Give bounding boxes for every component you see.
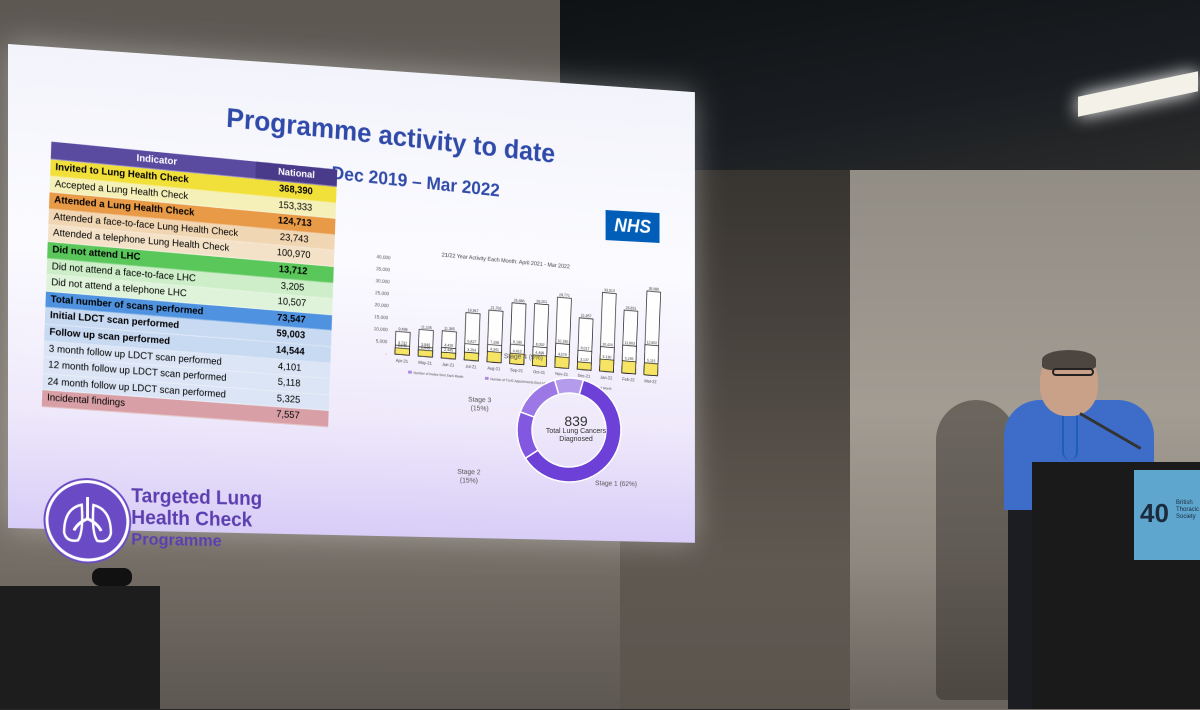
y-tick-label: 15,000: [374, 314, 388, 321]
indicator-table: Indicator National Invited to Lung Healt…: [42, 142, 337, 428]
bar-data-label: 5,130: [603, 354, 613, 359]
x-tick-label: May-21: [418, 360, 432, 366]
nhs-logo: NHS: [606, 210, 660, 243]
donut-center-label: Total Lung Cancers Diagnosed: [534, 428, 618, 444]
label-stage-3: Stage 3 (15%): [460, 395, 500, 414]
bar-data-label: 11,105: [421, 324, 433, 330]
glasses: [1052, 368, 1094, 376]
donut-slice-stage-3: [520, 380, 558, 417]
x-tick-label: Jun-21: [442, 362, 455, 368]
podium-number: 40: [1140, 498, 1169, 529]
y-tick-label: 35,000: [376, 266, 390, 273]
programme-logo-text: Targeted Lung Health Check Programme: [131, 485, 262, 553]
label-stage-2: Stage 2 (15%): [449, 467, 489, 485]
left-microphone: [92, 568, 132, 586]
bar-data-label: 29,771: [559, 292, 571, 298]
bar-ct-scans: [395, 348, 410, 356]
bar-data-label: 35,886: [649, 286, 660, 292]
logo-line-2: Health Check: [131, 507, 262, 532]
y-tick-label: 30,000: [375, 278, 389, 285]
bar-ct-scans: [441, 352, 455, 359]
bar-data-label: 3,137: [580, 357, 589, 362]
bar-data-label: 10,416: [602, 342, 614, 348]
bar-data-label: 4,578: [558, 352, 568, 358]
bar-ct-scans: [418, 350, 433, 357]
x-tick-label: Aug-21: [487, 366, 501, 372]
legend-label: Number of Invites Sent Each Month: [414, 371, 464, 379]
podium-text: British Thoracic Society: [1176, 500, 1200, 521]
y-tick-label: 25,000: [375, 290, 389, 297]
x-tick-label: Jul-21: [465, 364, 477, 370]
bar-data-label: 2,645: [398, 343, 408, 349]
bar-data-label: 5,195: [625, 356, 635, 361]
bar-data-label: 21,857: [581, 313, 592, 319]
bar-data-label: 4,341: [490, 346, 500, 352]
lanyard: [1062, 415, 1078, 460]
legend-swatch: [485, 377, 489, 380]
x-tick-label: Apr-21: [396, 358, 409, 364]
bar-data-label: 25,686: [514, 298, 526, 304]
logo-line-1: Targeted Lung: [131, 485, 262, 510]
bar-data-label: 10,190: [557, 338, 569, 344]
bar-data-label: 2,445: [444, 347, 454, 353]
y-tick-label: -: [385, 351, 387, 357]
bar-data-label: 21,762: [491, 305, 502, 311]
x-tick-label: Mar-22: [644, 378, 657, 384]
table-rows: Invited to Lung Health Check 368,390 Accep…: [42, 160, 337, 428]
bar-data-label: 8,002: [536, 342, 545, 347]
left-lectern: [0, 586, 160, 709]
donut-slice-stage-4: [555, 378, 584, 394]
bar-data-label: 11,863: [625, 340, 636, 346]
presenter-hair: [1042, 350, 1096, 370]
bar-data-label: 6,827: [467, 339, 476, 345]
y-tick-label: 20,000: [375, 302, 389, 309]
bar-data-label: 11,385: [444, 326, 456, 332]
y-tick-label: 5,000: [376, 339, 388, 346]
bar-ct-scans: [644, 363, 658, 376]
bar-data-label: 26,201: [536, 298, 548, 304]
bar-data-label: 26,831: [626, 305, 637, 311]
bar-data-label: 8,185: [513, 339, 523, 345]
bar-data-label: 12,882: [647, 340, 658, 346]
y-tick-label: 10,000: [374, 326, 388, 333]
label-stage-4: Stage 4 (9%): [504, 351, 543, 361]
y-tick-label: 40,000: [376, 254, 390, 261]
logo-line-3: Programme: [131, 529, 262, 553]
bar-data-label: 8,017: [581, 345, 590, 350]
bar-data-label: 2,640: [421, 345, 431, 351]
bar-data-label: 33,513: [604, 287, 616, 293]
bar-data-label: 5,115: [647, 358, 656, 363]
bar-data-label: 7,286: [490, 339, 500, 345]
bar-ct-scans: [487, 351, 501, 362]
lung-logo-icon: [45, 479, 129, 562]
legend-swatch: [408, 371, 412, 374]
donut-center-value: 839: [540, 413, 612, 429]
bar-data-label: 3,254: [467, 347, 477, 353]
bar-data-label: 9,496: [398, 326, 408, 332]
bar-ct-scans: [464, 352, 478, 361]
bar-data-label: 19,847: [468, 307, 479, 313]
